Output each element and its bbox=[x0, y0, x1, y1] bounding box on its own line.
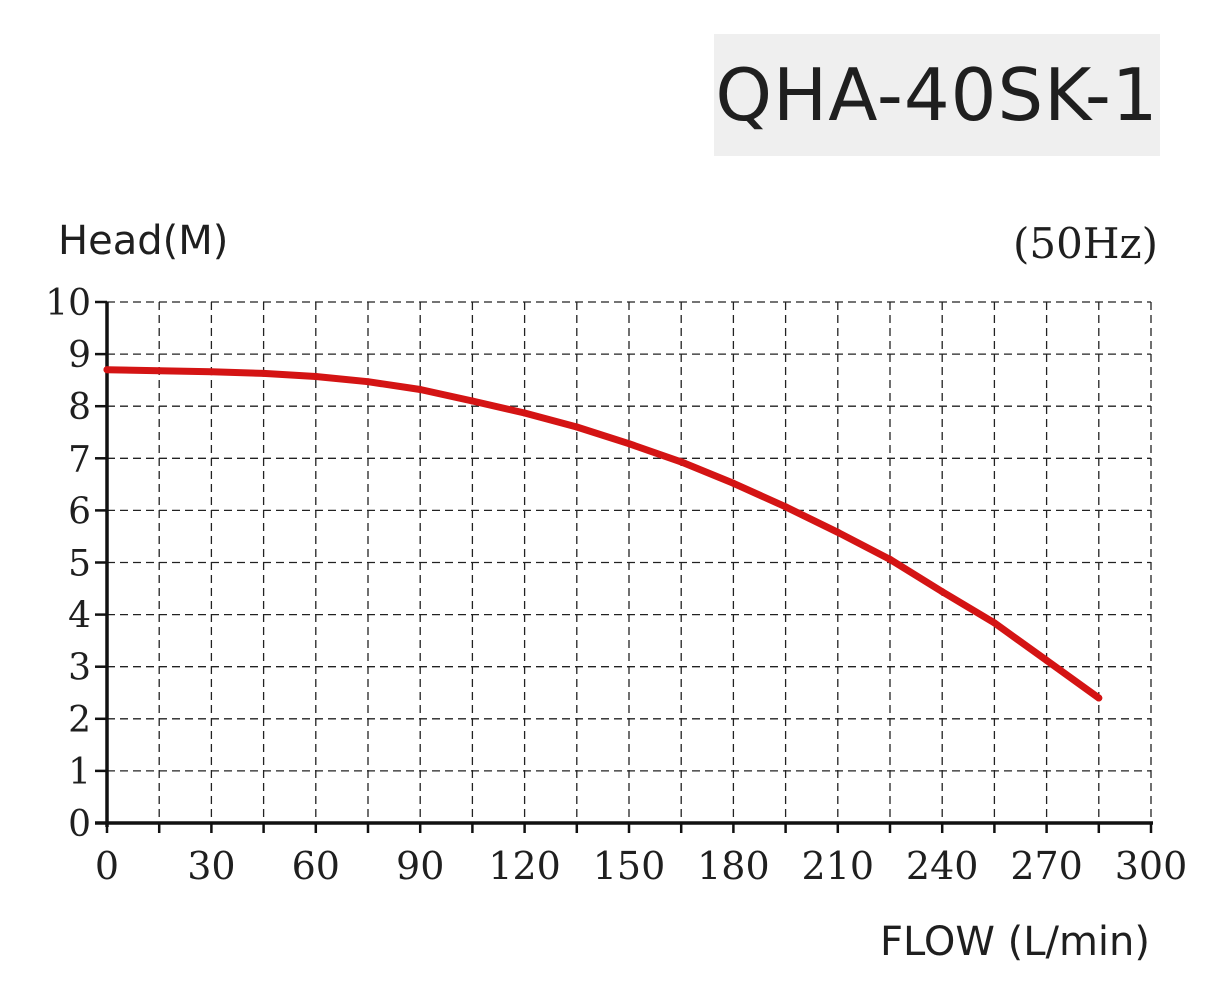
y-tick-label: 2 bbox=[68, 700, 91, 741]
curve-point bbox=[782, 503, 790, 511]
curve-point bbox=[1043, 656, 1051, 664]
series-layer bbox=[103, 366, 1103, 702]
y-tick-label: 4 bbox=[68, 596, 91, 637]
y-axis-label: Head(M) bbox=[58, 218, 228, 264]
y-tick-label: 9 bbox=[68, 335, 91, 376]
y-tick-label: 3 bbox=[68, 648, 91, 689]
y-tick-label: 1 bbox=[68, 752, 91, 793]
x-axis-label: FLOW (L/min) bbox=[880, 919, 1150, 965]
curve-point bbox=[677, 458, 685, 466]
grid-layer bbox=[107, 301, 1152, 823]
model-label-box: QHA-40SK-1 bbox=[714, 34, 1160, 156]
curve-point bbox=[729, 479, 737, 487]
y-tick-label: 5 bbox=[68, 544, 91, 585]
curve-point bbox=[938, 588, 946, 596]
curve-point bbox=[990, 619, 998, 627]
curve-point bbox=[886, 555, 894, 563]
curve-point bbox=[260, 369, 268, 377]
x-tick-label: 300 bbox=[1115, 844, 1188, 888]
curve-point bbox=[103, 366, 111, 374]
model-label: QHA-40SK-1 bbox=[715, 53, 1159, 137]
x-tick-label: 150 bbox=[593, 844, 666, 888]
curve-point bbox=[521, 409, 529, 417]
curve-point bbox=[468, 397, 476, 405]
x-tick-label: 90 bbox=[396, 844, 444, 888]
y-tick-label: 0 bbox=[68, 804, 91, 845]
x-tick-label: 240 bbox=[906, 844, 979, 888]
y-tick-label: 8 bbox=[68, 387, 91, 428]
frequency-label: (50Hz) bbox=[1013, 219, 1158, 268]
x-tick-label: 270 bbox=[1010, 844, 1083, 888]
x-tick-label: 30 bbox=[187, 844, 235, 888]
y-tick-label: 6 bbox=[68, 491, 91, 532]
curve-point bbox=[625, 440, 633, 448]
curve-point bbox=[416, 386, 424, 394]
ticks-layer: 0 30 60 90 120 150 180 210 240 270 300 0 1 2 3 4 5 6 7 8 9 10 bbox=[45, 283, 1187, 888]
curve-point bbox=[312, 373, 320, 381]
x-tick-label: 210 bbox=[802, 844, 875, 888]
x-tick-label: 0 bbox=[95, 844, 119, 888]
curve-point bbox=[364, 378, 372, 386]
curve-point bbox=[834, 528, 842, 536]
curve-point bbox=[573, 423, 581, 431]
curve-point bbox=[207, 368, 215, 376]
y-tick-label: 7 bbox=[68, 439, 91, 480]
axes-layer bbox=[95, 302, 1153, 827]
head-flow-curve-line bbox=[103, 366, 1103, 702]
x-tick-label: 60 bbox=[292, 844, 340, 888]
y-tick-label: 10 bbox=[45, 283, 91, 324]
curve-point bbox=[155, 367, 163, 375]
x-tick-label: 120 bbox=[488, 844, 561, 888]
curve-point bbox=[1095, 694, 1103, 702]
x-tick-label: 180 bbox=[697, 844, 770, 888]
